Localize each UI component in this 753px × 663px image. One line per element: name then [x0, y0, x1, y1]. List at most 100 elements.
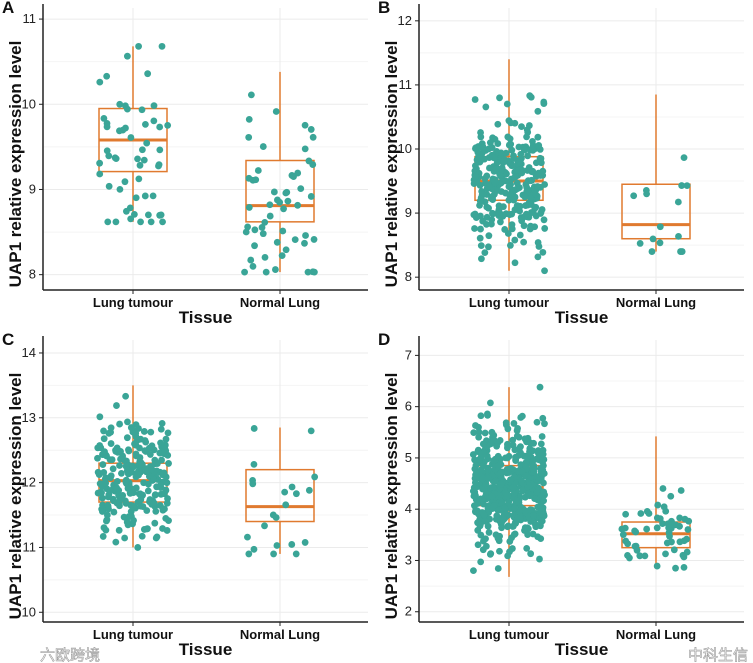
- x-tick-label: Lung tumour: [469, 295, 549, 310]
- data-point: [502, 454, 509, 462]
- x-tick-label: Normal Lung: [240, 295, 320, 310]
- data-point: [122, 124, 129, 132]
- data-point: [489, 484, 497, 492]
- data-point: [524, 434, 532, 442]
- data-point: [676, 514, 684, 522]
- data-point: [151, 519, 159, 527]
- data-point: [541, 225, 549, 232]
- data-point: [518, 123, 525, 131]
- data-point: [477, 242, 485, 249]
- data-point: [488, 428, 496, 436]
- data-point: [301, 145, 309, 153]
- data-point: [507, 476, 514, 484]
- data-point: [540, 497, 548, 505]
- data-point: [488, 193, 496, 201]
- data-point: [516, 157, 524, 165]
- data-point: [535, 477, 543, 485]
- data-point: [251, 226, 259, 234]
- y-tick-label: 4: [405, 501, 412, 516]
- data-point: [497, 218, 504, 226]
- data-point: [136, 161, 144, 169]
- data-point: [641, 552, 649, 560]
- data-point: [478, 255, 485, 263]
- data-point: [103, 72, 111, 80]
- data-point: [670, 546, 678, 554]
- data-point: [485, 243, 492, 251]
- data-point: [294, 169, 302, 177]
- data-point: [527, 201, 535, 208]
- data-point: [649, 235, 657, 243]
- data-point: [489, 209, 496, 217]
- data-point: [533, 488, 541, 496]
- data-point: [477, 558, 485, 566]
- y-tick-label: 3: [405, 552, 412, 567]
- x-tick-label: Lung tumour: [469, 627, 549, 642]
- data-point: [485, 529, 493, 536]
- data-point: [156, 146, 164, 154]
- data-point: [479, 217, 487, 225]
- data-point: [112, 538, 120, 546]
- data-point: [470, 429, 478, 437]
- data-point: [282, 189, 290, 197]
- data-point: [252, 176, 260, 184]
- data-point: [273, 238, 281, 246]
- data-point: [127, 134, 135, 141]
- data-point: [96, 170, 104, 178]
- data-point: [100, 469, 108, 476]
- data-point: [269, 511, 277, 519]
- data-point: [144, 70, 152, 78]
- data-point: [509, 523, 517, 530]
- data-point: [675, 232, 682, 240]
- data-point: [680, 154, 688, 162]
- data-point: [526, 92, 534, 100]
- data-point: [282, 246, 290, 254]
- data-point: [305, 157, 313, 165]
- box-iqr: [245, 159, 315, 223]
- data-point: [302, 232, 309, 239]
- data-point: [529, 146, 537, 154]
- data-point: [680, 537, 688, 545]
- data-point: [244, 533, 251, 541]
- y-tick-label: 10: [398, 141, 412, 156]
- data-point: [471, 479, 479, 486]
- data-point: [143, 507, 151, 514]
- data-point: [481, 429, 489, 437]
- data-point: [500, 157, 508, 165]
- panel-label: B: [378, 0, 390, 17]
- data-point: [146, 451, 154, 458]
- data-point: [150, 499, 158, 507]
- data-point: [518, 477, 526, 485]
- data-point: [527, 550, 535, 558]
- data-point: [534, 447, 542, 454]
- data-point: [541, 420, 548, 428]
- data-point: [534, 183, 541, 190]
- data-point: [141, 447, 149, 455]
- data-point: [126, 489, 134, 497]
- data-point: [165, 460, 172, 467]
- data-point: [251, 242, 258, 250]
- x-axis-title: Tissue: [555, 640, 609, 659]
- panel-b: 8 9 10 11 12 Lung tumour Normal Lung Tissue UAP1…: [378, 0, 744, 327]
- data-point: [504, 425, 512, 433]
- data-point: [158, 42, 166, 50]
- data-point: [127, 501, 135, 509]
- data-point: [540, 98, 548, 106]
- data-point: [529, 530, 537, 538]
- data-point: [506, 135, 514, 143]
- data-point: [110, 497, 117, 505]
- data-point: [633, 546, 641, 554]
- data-point: [98, 489, 105, 497]
- data-point: [506, 211, 514, 218]
- y-tick-label: 11: [399, 77, 413, 92]
- data-point: [484, 522, 492, 530]
- data-point: [481, 249, 489, 257]
- data-point: [502, 189, 509, 197]
- x-tick-label: Lung tumour: [93, 627, 173, 642]
- data-point: [138, 106, 146, 114]
- data-point: [125, 446, 132, 454]
- data-point: [100, 427, 107, 435]
- data-point: [272, 108, 280, 115]
- data-point: [653, 524, 661, 532]
- data-point: [116, 462, 123, 469]
- data-point: [497, 480, 505, 488]
